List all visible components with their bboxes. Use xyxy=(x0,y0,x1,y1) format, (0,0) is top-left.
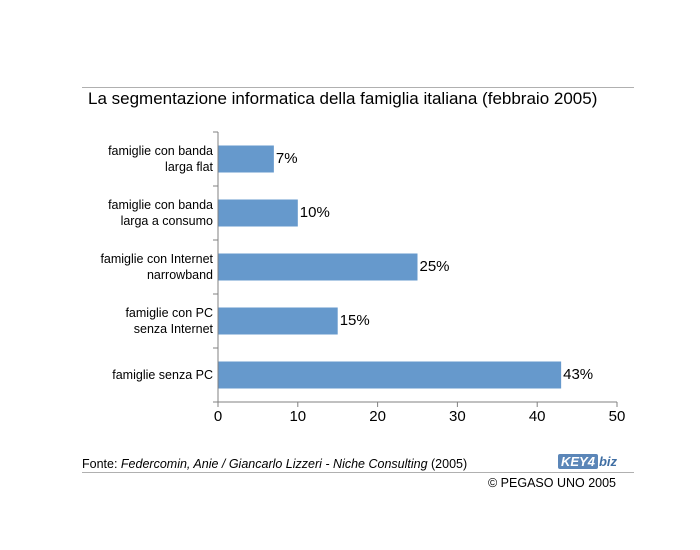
category-label-1: famiglie con banda larga flat xyxy=(108,144,213,174)
top-rule xyxy=(82,87,634,88)
value-label-2: 10% xyxy=(300,204,330,221)
x-tick-label-30: 30 xyxy=(449,408,466,425)
bar-3 xyxy=(218,253,418,281)
value-label-4: 15% xyxy=(340,312,370,329)
bar-5 xyxy=(218,361,562,389)
copyright: © PEGASO UNO 2005 xyxy=(488,476,617,490)
source-prefix: Fonte: xyxy=(82,457,121,471)
source-note: Fonte: Federcomin, Anie / Giancarlo Lizz… xyxy=(82,457,467,471)
value-label-1: 7% xyxy=(276,150,298,167)
value-label-3: 25% xyxy=(420,258,450,275)
x-tick-label-0: 0 xyxy=(214,408,222,425)
category-label-3: famiglie con Internet narrowband xyxy=(100,252,213,282)
logo-biz: biz xyxy=(598,453,618,469)
bottom-rule xyxy=(82,472,634,473)
key4biz-logo: KEY4 biz xyxy=(558,452,617,470)
category-label-4: famiglie con PC senza Internet xyxy=(125,306,213,336)
category-label-2: famiglie con banda larga a consumo xyxy=(108,198,213,228)
x-tick-label-20: 20 xyxy=(369,408,386,425)
bar-2 xyxy=(218,199,298,227)
x-tick-label-40: 40 xyxy=(529,408,546,425)
x-tick-label-50: 50 xyxy=(609,408,626,425)
x-tick-label-10: 10 xyxy=(289,408,306,425)
source-year: (2005) xyxy=(427,457,468,471)
bar-4 xyxy=(218,307,338,335)
chart-title: La segmentazione informatica della famig… xyxy=(88,89,598,108)
value-label-5: 43% xyxy=(563,366,593,383)
category-label-5: famiglie senza PC xyxy=(112,368,213,382)
bar-1 xyxy=(218,145,274,173)
source-authors: Federcomin, Anie / Giancarlo Lizzeri - N… xyxy=(120,457,428,471)
logo-key4: KEY4 xyxy=(558,453,598,469)
